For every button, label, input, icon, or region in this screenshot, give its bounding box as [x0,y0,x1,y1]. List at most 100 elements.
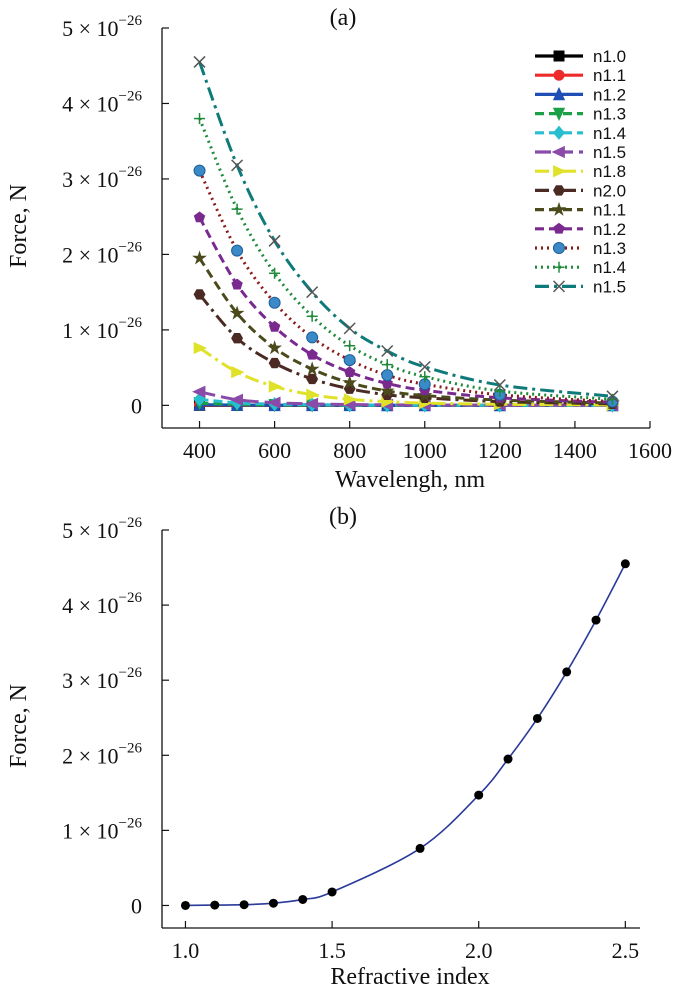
data-point [343,354,356,367]
data-point [239,900,249,910]
data-point [193,164,206,177]
legend-swatch-marker [552,107,566,122]
data-point [591,615,601,625]
y-tick-label: 2 × 10−26 [62,239,142,267]
marker-stroke [193,55,206,68]
chart-a-axes [161,27,651,429]
data-point [269,267,281,279]
x-tick-label: 2.0 [465,938,493,963]
x-tick-label: 800 [333,438,366,463]
y-tick-label: 4 × 10−26 [62,88,142,116]
chart-b-tick-labels: 0 1 × 10−26 2 × 10−26 3 × 10−26 4 × 10−26 5 ×… [62,515,639,963]
data-point [304,361,320,376]
chart-panel-b: (b) 0 1 × 10−26 2 × 10−26 3 × 10−26 4 × 10−2… [6,504,640,990]
data-point [606,390,619,403]
data-point [474,790,484,800]
legend-item: n1.1 [535,201,626,220]
data-point [532,713,542,723]
data-point [306,348,318,360]
y-tick-label: 4 × 10−26 [62,590,142,618]
data-point [418,360,431,373]
data-point [306,388,320,401]
data-point [494,385,506,397]
chart-a-x-axis-title: Wavelengh, nm [335,467,485,493]
x-tick-label: 600 [258,438,291,463]
legend-swatch-marker [553,261,565,273]
legend-swatch-marker [553,69,565,81]
chart-a-legend: n1.0n1.1n1.2n1.3n1.4n1.5n1.8n2.0n1.1n1.2… [535,47,626,296]
legend-label: n1.3 [593,239,626,258]
legend-label: n1.4 [593,258,626,277]
data-point [306,310,318,322]
legend-label: n1.4 [593,124,626,143]
data-point [180,900,190,910]
data-point [268,898,278,908]
legend-swatch-marker [552,125,566,140]
legend-swatch-marker [553,222,565,234]
data-point [298,894,308,904]
fit-line [185,563,627,907]
chart-a-tick-labels: 0 1 × 10−26 2 × 10−26 3 × 10−26 4 × 10−26 5 ×… [62,13,672,463]
y-tick-label: 1 × 10−26 [62,815,142,843]
data-point [493,378,506,392]
series-line [198,170,613,404]
legend-label: n1.5 [593,277,626,296]
legend-item: n1.8 [535,162,626,181]
chart-b-series [180,559,630,910]
data-point [379,383,395,398]
data-point [210,900,220,910]
legend-swatch-marker [553,242,565,254]
legend-swatch-marker [553,185,565,196]
data-point [381,369,394,382]
data-point [327,887,337,897]
x-tick-label: 1400 [553,438,597,463]
data-point [231,278,243,290]
legend-item: n1.0 [535,47,626,66]
y-tick-label: 5 × 10−26 [62,13,142,41]
legend-item: n1.2 [535,220,626,239]
marker-stroke [418,360,431,373]
marker-stroke [381,344,394,358]
data-point [419,371,431,383]
chart-b-x-axis-title: Refractive index [330,964,489,990]
chart-a-series [192,55,620,413]
legend-label: n1.1 [593,66,626,85]
data-point [193,289,206,300]
legend-label: n1.8 [593,162,626,181]
data-point [267,340,283,355]
chart-a-y-axis-title: Force, N [6,184,32,268]
legend-label: n1.0 [593,47,626,66]
y-tick-label: 0 [131,893,142,918]
x-tick-label: 1.5 [318,938,346,963]
marker-stroke [231,159,244,172]
data-point [231,244,244,257]
y-tick-label: 5 × 10−26 [62,515,142,543]
legend-item: n1.5 [535,277,626,296]
legend-item: n1.4 [535,258,626,277]
data-point [268,357,281,369]
chart-b-y-axis-title: Force, N [6,684,32,768]
series-n1.1-8 [192,250,620,410]
marker-stroke [343,322,356,335]
marker-stroke [268,234,281,247]
y-tick-label: 3 × 10−26 [62,665,142,693]
legend-swatch-marker [551,145,565,159]
data-point [231,366,245,379]
x-tick-label: 2.5 [612,938,640,963]
legend-item: n1.5 [535,143,626,162]
data-point [342,374,358,390]
series-n1.5-12 [193,55,619,403]
data-point [193,341,207,355]
data-point [229,393,243,406]
legend-swatch-marker [553,50,565,62]
series-n1.2-9 [193,211,619,408]
y-tick-label: 3 × 10−26 [62,164,142,192]
legend-swatch-marker [551,201,567,216]
data-point [192,385,206,398]
data-point [268,296,281,309]
data-point [381,344,394,358]
series-n1.4-11 [194,113,618,405]
data-point [193,211,206,223]
panel-b-label: (b) [329,504,357,530]
